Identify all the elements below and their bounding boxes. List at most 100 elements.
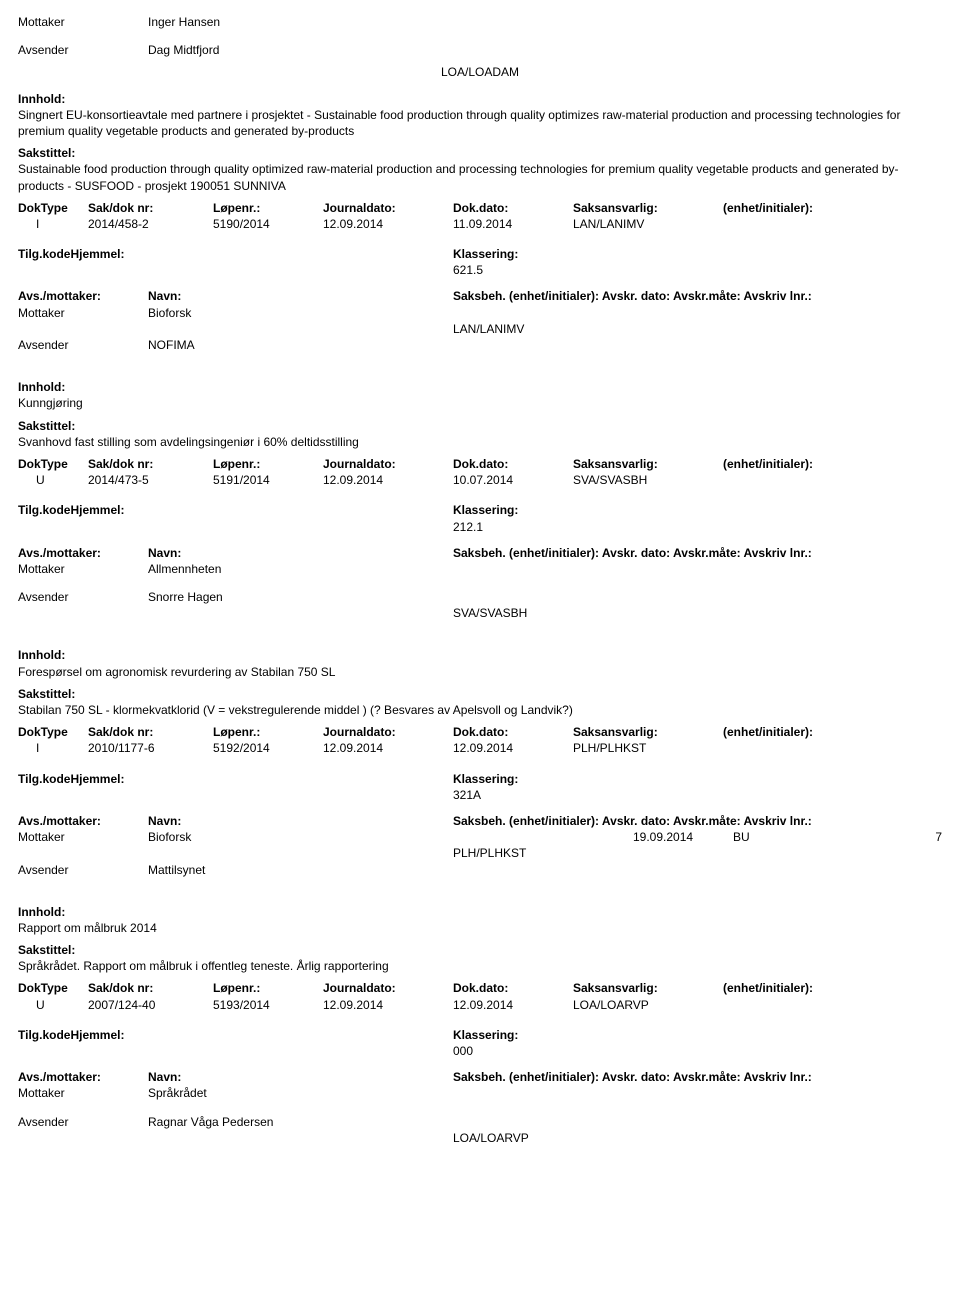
hdr-journaldato: Journaldato: xyxy=(323,456,453,472)
val-journaldato: 12.09.2014 xyxy=(323,472,453,488)
hdr-saksbeh: Saksbeh. (enhet/initialer): Avskr. dato:… xyxy=(453,288,942,304)
val-klassering: 621.5 xyxy=(453,262,942,278)
label-sakstittel: Sakstittel: xyxy=(18,145,942,161)
val-saksbeh-extra: 19.09.2014 BU 7 xyxy=(453,829,942,845)
sakstittel-text: Språkrådet. Rapport om målbruk i offentl… xyxy=(18,958,942,974)
label-innhold: Innhold: xyxy=(18,91,942,107)
hdr-lopenr: Løpenr.: xyxy=(213,724,323,740)
val-enhet xyxy=(723,997,942,1013)
val-dokdato: 10.07.2014 xyxy=(453,472,573,488)
hdr-avm: Avs./mottaker: xyxy=(18,813,148,829)
journal-header-row: DokType Sak/dok nr: Løpenr.: Journaldato… xyxy=(18,456,942,472)
bottom-code: SVA/SVASBH xyxy=(453,605,942,621)
journal-data-row: I 2014/458-2 5190/2014 12.09.2014 11.09.… xyxy=(18,216,942,232)
label-avsender: Avsender xyxy=(18,589,148,605)
val-enhet xyxy=(723,216,942,232)
label-innhold: Innhold: xyxy=(18,647,942,663)
hdr-navn: Navn: xyxy=(148,1069,453,1085)
hdr-navn: Navn: xyxy=(148,545,453,561)
val-lopenr: 5192/2014 xyxy=(213,740,323,756)
val-avm-avsender: NOFIMA xyxy=(148,337,453,353)
val-enhet xyxy=(723,740,942,756)
val-saksansvarlig: PLH/PLHKST xyxy=(573,740,723,756)
inner-code: PLH/PLHKST xyxy=(453,845,942,861)
label-tilg: Tilg.kodeHjemmel: xyxy=(18,771,453,787)
val-lopenr: 5190/2014 xyxy=(213,216,323,232)
hdr-navn: Navn: xyxy=(148,288,453,304)
val-avm-mottaker: Bioforsk xyxy=(148,829,453,845)
hdr-dokdato: Dok.dato: xyxy=(453,980,573,996)
journal-header-row: DokType Sak/dok nr: Løpenr.: Journaldato… xyxy=(18,200,942,216)
val-journaldato: 12.09.2014 xyxy=(323,997,453,1013)
hdr-saknr: Sak/dok nr: xyxy=(88,456,213,472)
val-saknr: 2010/1177-6 xyxy=(88,740,213,756)
val-lopenr: 5193/2014 xyxy=(213,997,323,1013)
label-avsender: Avsender xyxy=(18,337,148,353)
val-doktype: I xyxy=(18,216,88,232)
hdr-saksansvarlig: Saksansvarlig: xyxy=(573,724,723,740)
hdr-avm: Avs./mottaker: xyxy=(18,288,148,304)
hdr-saksansvarlig: Saksansvarlig: xyxy=(573,200,723,216)
saksbeh-date: 19.09.2014 xyxy=(633,829,733,845)
label-innhold: Innhold: xyxy=(18,379,942,395)
val-saknr: 2007/124-40 xyxy=(88,997,213,1013)
value-avsender: Dag Midtfjord xyxy=(148,42,942,58)
label-innhold: Innhold: xyxy=(18,904,942,920)
val-saknr: 2014/458-2 xyxy=(88,216,213,232)
val-lopenr: 5191/2014 xyxy=(213,472,323,488)
val-saksbeh-extra xyxy=(453,305,942,321)
journal-data-row: U 2014/473-5 5191/2014 12.09.2014 10.07.… xyxy=(18,472,942,488)
val-doktype: I xyxy=(18,740,88,756)
hdr-saksbeh: Saksbeh. (enhet/initialer): Avskr. dato:… xyxy=(453,813,942,829)
journal-entry: Innhold: Forespørsel om agronomisk revur… xyxy=(18,647,942,877)
label-klassering: Klassering: xyxy=(453,502,518,518)
label-tilg: Tilg.kodeHjemmel: xyxy=(18,502,453,518)
label-klassering: Klassering: xyxy=(453,246,518,262)
hdr-saksansvarlig: Saksansvarlig: xyxy=(573,456,723,472)
sakstittel-text: Stabilan 750 SL - klormekvatklorid (V = … xyxy=(18,702,942,718)
inner-code: LAN/LANIMV xyxy=(453,321,942,337)
label-sakstittel: Sakstittel: xyxy=(18,418,942,434)
saksbeh-code: BU xyxy=(733,829,793,845)
hdr-journaldato: Journaldato: xyxy=(323,724,453,740)
val-klassering: 321A xyxy=(453,787,942,803)
hdr-avm: Avs./mottaker: xyxy=(18,1069,148,1085)
hdr-saknr: Sak/dok nr: xyxy=(88,980,213,996)
hdr-dokdato: Dok.dato: xyxy=(453,456,573,472)
val-avm-mottaker: Språkrådet xyxy=(148,1085,453,1101)
hdr-lopenr: Løpenr.: xyxy=(213,980,323,996)
hdr-enhet: (enhet/initialer): xyxy=(723,456,942,472)
hdr-doktype: DokType xyxy=(18,724,88,740)
hdr-dokdato: Dok.dato: xyxy=(453,724,573,740)
label-mottaker: Mottaker xyxy=(18,305,148,321)
label-tilg: Tilg.kodeHjemmel: xyxy=(18,246,453,262)
hdr-saksansvarlig: Saksansvarlig: xyxy=(573,980,723,996)
hdr-saksbeh: Saksbeh. (enhet/initialer): Avskr. dato:… xyxy=(453,545,942,561)
hdr-doktype: DokType xyxy=(18,200,88,216)
journal-entry: Mottaker Inger Hansen Avsender Dag Midtf… xyxy=(18,14,942,353)
label-avsender: Avsender xyxy=(18,42,148,58)
label-mottaker: Mottaker xyxy=(18,1085,148,1101)
hdr-enhet: (enhet/initialer): xyxy=(723,724,942,740)
journal-data-row: U 2007/124-40 5193/2014 12.09.2014 12.09… xyxy=(18,997,942,1013)
hdr-enhet: (enhet/initialer): xyxy=(723,980,942,996)
value-mottaker: Inger Hansen xyxy=(148,14,942,30)
hdr-enhet: (enhet/initialer): xyxy=(723,200,942,216)
val-avm-avsender: Ragnar Våga Pedersen xyxy=(148,1114,453,1130)
label-mottaker: Mottaker xyxy=(18,829,148,845)
journal-header-row: DokType Sak/dok nr: Løpenr.: Journaldato… xyxy=(18,724,942,740)
hdr-dokdato: Dok.dato: xyxy=(453,200,573,216)
label-mottaker: Mottaker xyxy=(18,561,148,577)
val-dokdato: 12.09.2014 xyxy=(453,740,573,756)
val-doktype: U xyxy=(18,472,88,488)
hdr-saknr: Sak/dok nr: xyxy=(88,724,213,740)
sakstittel-text: Svanhovd fast stilling som avdelingsinge… xyxy=(18,434,942,450)
val-doktype: U xyxy=(18,997,88,1013)
sakstittel-text: Sustainable food production through qual… xyxy=(18,161,942,193)
val-dokdato: 12.09.2014 xyxy=(453,997,573,1013)
label-sakstittel: Sakstittel: xyxy=(18,942,942,958)
val-saksansvarlig: LAN/LANIMV xyxy=(573,216,723,232)
label-mottaker: Mottaker xyxy=(18,14,148,30)
hdr-navn: Navn: xyxy=(148,813,453,829)
label-klassering: Klassering: xyxy=(453,1027,518,1043)
